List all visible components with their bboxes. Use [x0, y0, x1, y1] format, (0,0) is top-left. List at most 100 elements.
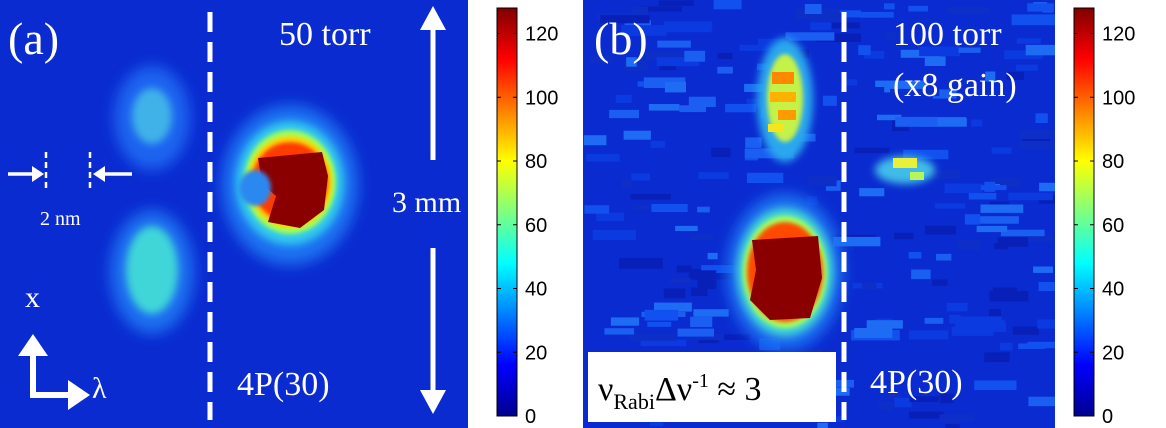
noise-pixel — [675, 225, 698, 231]
noise-pixel — [940, 393, 954, 404]
noise-pixel — [686, 333, 725, 341]
noise-pixel — [628, 333, 676, 341]
noise-pixel — [999, 342, 1013, 351]
colorbar-tick-label: 60 — [1102, 215, 1124, 237]
noise-pixel — [957, 240, 980, 251]
noise-pixel — [909, 411, 944, 419]
colorbar-tick-label: 100 — [1102, 87, 1135, 109]
noise-pixel — [1027, 3, 1054, 12]
colorbar-tick-label: 40 — [525, 279, 547, 301]
noise-pixel — [679, 105, 706, 113]
noise-pixel — [951, 326, 994, 336]
noise-pixel — [657, 40, 691, 48]
rabi-equation: νRabiΔν-1 ≈ 3 — [598, 370, 762, 414]
noise-pixel — [698, 172, 729, 180]
noise-pixel — [688, 268, 735, 280]
noise-pixel — [658, 0, 694, 6]
noise-pixel — [757, 38, 789, 46]
noise-pixel — [744, 83, 768, 92]
noise-pixel — [932, 89, 957, 99]
spacing-marker-icon — [8, 152, 132, 190]
noise-pixel — [677, 328, 714, 337]
noise-pixel — [600, 15, 650, 24]
noise-pixel — [817, 422, 828, 428]
noise-pixel — [924, 317, 944, 324]
scale-arrow-icon — [420, 6, 446, 414]
noise-pixel — [909, 396, 939, 402]
noise-pixel — [1016, 38, 1041, 44]
noise-pixel — [739, 44, 777, 51]
noise-pixel — [976, 225, 1008, 233]
noise-pixel — [990, 177, 1021, 188]
noise-pixel — [651, 204, 688, 213]
noise-pixel — [854, 328, 893, 338]
noise-pixel — [688, 96, 716, 107]
noise-pixel — [839, 242, 854, 250]
noise-pixel — [691, 287, 708, 296]
noise-pixel — [894, 397, 912, 408]
noise-pixel — [1028, 396, 1055, 407]
noise-pixel — [989, 290, 1029, 302]
noise-pixel — [908, 252, 922, 259]
noise-pixel — [701, 265, 717, 271]
gain-label-b: (x8 gain) — [893, 67, 1017, 104]
noise-pixel — [619, 258, 663, 269]
noise-pixel — [919, 46, 960, 57]
noise-pixel — [815, 33, 862, 43]
noise-pixel — [914, 169, 960, 180]
noise-pixel — [584, 205, 610, 214]
noise-pixel — [888, 393, 903, 400]
noise-pixel — [859, 188, 885, 197]
feature-left-upper-blob — [114, 66, 190, 170]
axis-lambda-label: λ — [92, 372, 107, 405]
feature-left-lower-blob — [110, 210, 194, 334]
noise-pixel — [949, 314, 961, 324]
noise-pixel — [1011, 14, 1055, 26]
noise-pixel — [1019, 129, 1055, 139]
noise-pixel — [1019, 141, 1055, 150]
feature-lower-main-blob — [727, 194, 843, 350]
colorbar-b: 0 20 40 60 80 100 120 — [1073, 7, 1135, 428]
noise-pixel — [690, 234, 714, 240]
noise-pixel — [991, 147, 1012, 154]
noise-pixel — [663, 288, 686, 299]
noise-pixel — [725, 103, 756, 113]
feature-upper-streak — [757, 38, 813, 162]
noise-pixel — [624, 20, 651, 30]
noise-pixel — [981, 185, 1007, 191]
noise-pixel — [974, 380, 1017, 390]
noise-pixel — [997, 237, 1029, 247]
noise-pixel — [659, 63, 677, 71]
noise-pixel — [592, 229, 636, 240]
noise-pixel — [670, 277, 691, 284]
noise-pixel — [890, 88, 940, 97]
noise-pixel — [697, 278, 717, 290]
noise-pixel — [934, 203, 966, 209]
noise-pixel — [894, 232, 914, 240]
noise-pixel — [630, 194, 671, 200]
noise-pixel — [985, 71, 996, 82]
noise-pixel — [1012, 326, 1039, 335]
noise-pixel — [717, 52, 733, 59]
transition-label-b: 4P(30) — [870, 364, 963, 401]
feature-right-faint-streak — [875, 156, 935, 184]
pressure-label-b: 100 torr — [893, 16, 1002, 53]
noise-pixel — [955, 316, 1002, 328]
noise-pixel — [633, 204, 660, 210]
noise-pixel — [807, 196, 818, 205]
noise-pixel — [947, 6, 989, 15]
noise-pixel — [690, 316, 713, 328]
noise-pixel — [945, 424, 960, 428]
noise-pixel — [833, 236, 881, 247]
noise-pixel — [968, 192, 997, 200]
noise-pixel — [861, 282, 877, 290]
noise-pixel — [944, 183, 983, 194]
noise-pixel — [1004, 50, 1043, 60]
noise-pixel — [984, 352, 1010, 363]
noise-pixel — [713, 334, 751, 340]
axis-x-label: x — [25, 281, 40, 314]
noise-pixel — [589, 55, 613, 64]
noise-pixel — [609, 109, 639, 119]
noise-pixel — [924, 56, 946, 66]
